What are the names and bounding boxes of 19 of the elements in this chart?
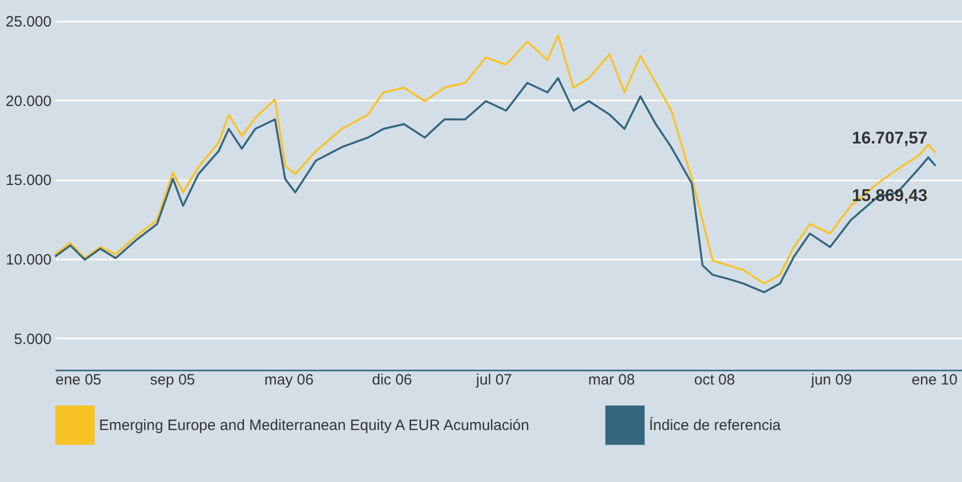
x-tick-label: jul 07 bbox=[475, 372, 512, 388]
line-series bbox=[54, 34, 937, 285]
x-tick-label: jun 09 bbox=[810, 372, 852, 388]
y-tick-label: 5.000 bbox=[14, 330, 52, 348]
legend-label: Índice de referencia bbox=[649, 416, 782, 434]
x-tick-label: mar 08 bbox=[588, 372, 635, 388]
x-tick-label: ene 05 bbox=[56, 372, 102, 388]
y-tick-label: 25.000 bbox=[6, 14, 52, 30]
legend-label: Emerging Europe and Mediterranean Equity A EUR Acumulación bbox=[99, 417, 530, 434]
annotation: 16.707,57 bbox=[852, 128, 928, 148]
y-tick-label: 15.000 bbox=[6, 172, 52, 190]
x-tick-label: dic 06 bbox=[372, 372, 412, 388]
x-tick-label: oct 08 bbox=[694, 372, 736, 388]
y-tick-label: 20.000 bbox=[6, 92, 52, 110]
line-series bbox=[54, 77, 937, 294]
y-tick-label: 10.000 bbox=[6, 251, 52, 268]
x-tick-label: may 06 bbox=[264, 372, 314, 388]
x-tick-label: ene 10 bbox=[912, 372, 958, 388]
x-tick-label: sep 05 bbox=[150, 372, 196, 388]
